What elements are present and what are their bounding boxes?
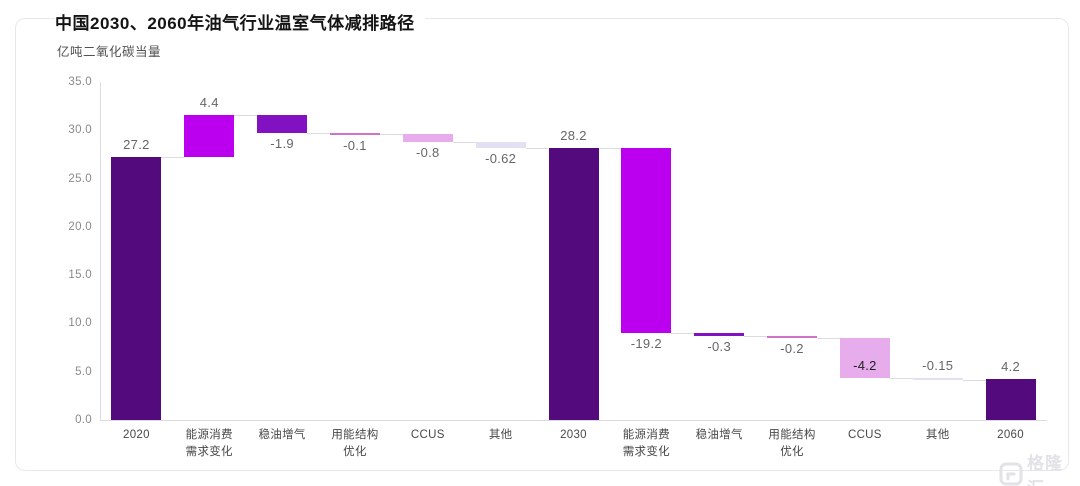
connector-line	[962, 379, 986, 381]
bar-8-demand_change	[621, 147, 672, 334]
bar-value-label: -0.3	[707, 338, 731, 354]
bar-value-label: -4.2	[853, 358, 877, 374]
connector-line	[671, 333, 695, 335]
y-axis-line	[100, 82, 101, 420]
x-category-label: 2060	[997, 429, 1024, 441]
connector-line	[307, 133, 330, 135]
bar-13-total	[985, 379, 1036, 420]
y-tick-label: 5.0	[75, 365, 92, 378]
bar-value-label: -1.9	[270, 136, 294, 152]
connector-line	[161, 157, 185, 159]
gelonghui-watermark: 格隆汇	[999, 449, 1080, 486]
bar-9-stable_oil_gas	[694, 333, 745, 336]
connector-line	[744, 335, 768, 337]
connector-line	[234, 114, 258, 116]
x-category-label: 其他	[488, 429, 513, 441]
x-category-label: 稳油增气	[695, 429, 743, 441]
connector-line	[379, 134, 403, 136]
y-tick-label: 20.0	[68, 220, 92, 233]
y-tick-label: 10.0	[68, 317, 92, 330]
x-category-label: 2030	[560, 429, 587, 441]
x-category-label: CCUS	[847, 429, 882, 441]
x-category-label: CCUS	[410, 429, 445, 441]
bar-4-energy_structure	[329, 133, 380, 136]
y-tick-label: 0.0	[75, 414, 92, 426]
connector-line	[817, 337, 840, 339]
bar-6-other	[475, 141, 526, 148]
x-category-label: 能源消费 需求变化	[622, 429, 670, 458]
bar-1-total	[111, 157, 162, 420]
x-category-label: 能源消费 需求变化	[185, 429, 233, 458]
connector-line	[525, 147, 549, 149]
chart-title: 中国2030、2060年油气行业温室气体减排路径	[55, 9, 425, 34]
y-tick-label: 15.0	[68, 269, 92, 282]
bar-12-other	[912, 378, 963, 381]
x-category-label: 其他	[925, 429, 950, 441]
bar-5-ccus	[402, 134, 453, 142]
bar-value-label: -19.2	[630, 336, 662, 352]
gelonghui-logo-icon	[999, 462, 1023, 486]
bar-value-label: -0.8	[415, 144, 440, 160]
bar-11-ccus	[839, 337, 890, 379]
x-category-label: 稳油增气	[258, 429, 306, 441]
x-category-label: 用能结构 优化	[331, 429, 379, 458]
bar-value-label: 27.2	[123, 137, 150, 153]
connector-line	[889, 378, 913, 380]
bar-value-label: -0.2	[780, 340, 804, 356]
bar-value-label: 4.2	[1001, 359, 1021, 375]
bar-value-label: -0.1	[343, 138, 367, 154]
watermark-text: 格隆汇	[1027, 454, 1063, 486]
bar-3-stable_oil_gas	[257, 114, 308, 134]
bar-2-demand_change	[184, 114, 235, 158]
connector-line	[452, 141, 476, 143]
bar-value-label: 4.4	[199, 94, 219, 110]
y-tick-label: 35.0	[68, 76, 92, 88]
y-tick-label: 30.0	[68, 124, 92, 137]
bar-value-label: -0.62	[485, 150, 517, 166]
y-tick-label: 25.0	[68, 172, 92, 185]
x-category-label: 用能结构 优化	[768, 429, 816, 458]
bar-10-energy_structure	[767, 335, 818, 338]
y-axis-unit-label: 亿吨二氧化碳当量	[57, 45, 162, 59]
bar-7-total	[548, 147, 599, 420]
x-category-label: 2020	[123, 429, 150, 441]
bar-value-label: -0.15	[922, 358, 954, 374]
x-axis-line	[100, 420, 1047, 421]
bar-value-label: 28.2	[560, 127, 587, 143]
connector-line	[598, 147, 622, 149]
